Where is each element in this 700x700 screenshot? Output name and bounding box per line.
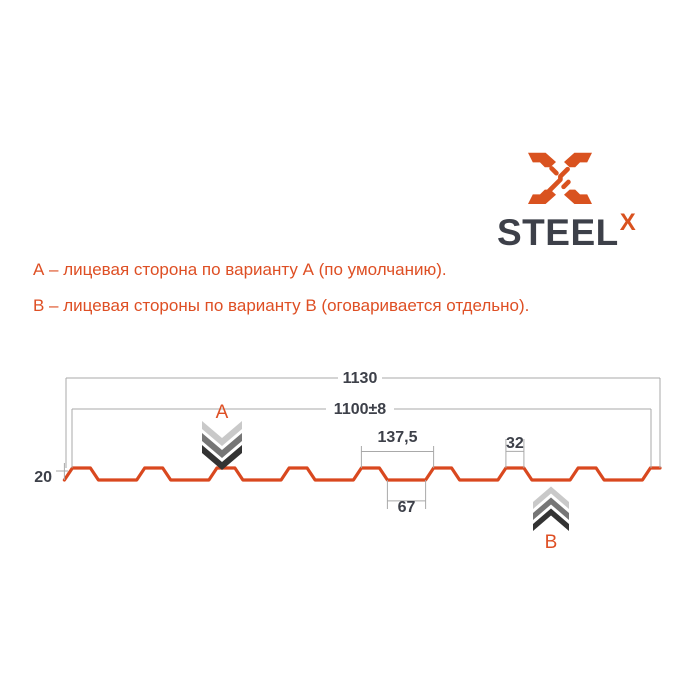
svg-text:B: B <box>545 532 558 553</box>
svg-text:137,5: 137,5 <box>377 429 417 446</box>
svg-text:32: 32 <box>506 435 524 452</box>
svg-text:20: 20 <box>34 469 52 486</box>
svg-text:A: A <box>216 402 229 423</box>
svg-text:67: 67 <box>398 499 416 516</box>
svg-text:1100±8: 1100±8 <box>334 401 386 418</box>
svg-text:1130: 1130 <box>343 370 378 387</box>
